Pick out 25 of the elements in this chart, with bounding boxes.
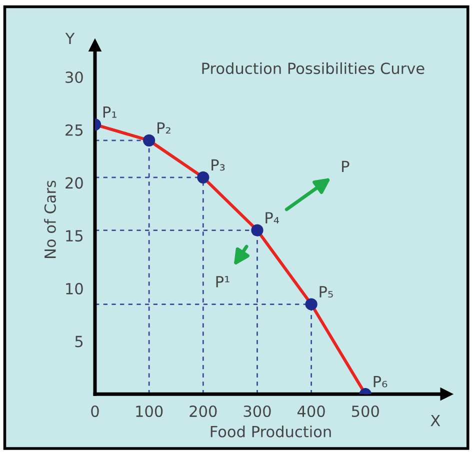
annotation: P₃ (212, 159, 225, 171)
x-tick-label: 500 (352, 405, 379, 418)
y-tick-label: 25 (66, 124, 83, 136)
annotation: P₅ (320, 286, 333, 298)
annotation: P₁ (103, 106, 116, 118)
x-tick-label: 300 (244, 405, 271, 418)
x-tick-label: 0 (91, 405, 99, 418)
x-axis-title: Food Production (210, 426, 331, 438)
text: Y (65, 32, 75, 44)
y-axis-title: No of Cars (44, 180, 56, 258)
annotation: P₄ (266, 212, 280, 224)
x-tick-label: 200 (190, 405, 217, 418)
y-tick-label: 10 (66, 282, 83, 294)
y-tick-label: 15 (66, 230, 83, 242)
y-tick-label: 30 (66, 71, 83, 84)
x-tick-label: 400 (297, 405, 325, 418)
x-tick-label: 100 (136, 405, 163, 418)
annotation: P₂ (158, 122, 170, 134)
text: X (430, 414, 440, 426)
annotation: P¹ (216, 276, 230, 288)
annotation: P (342, 160, 350, 172)
text: Production Possibilities Curve (202, 62, 424, 74)
y-tick-label: 5 (75, 336, 83, 348)
y-tick-label: 20 (66, 177, 83, 189)
annotation: P₆ (374, 376, 388, 388)
